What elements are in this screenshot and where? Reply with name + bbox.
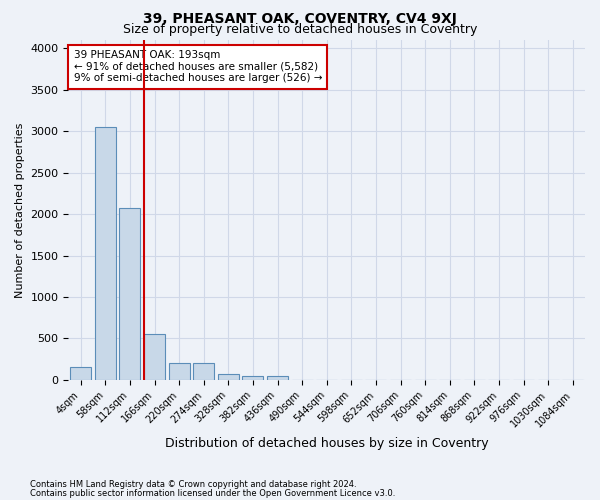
Bar <box>193 364 214 380</box>
Text: 39, PHEASANT OAK, COVENTRY, CV4 9XJ: 39, PHEASANT OAK, COVENTRY, CV4 9XJ <box>143 12 457 26</box>
Text: Size of property relative to detached houses in Coventry: Size of property relative to detached ho… <box>123 22 477 36</box>
Bar <box>267 376 288 380</box>
Text: 39 PHEASANT OAK: 193sqm
← 91% of detached houses are smaller (5,582)
9% of semi-: 39 PHEASANT OAK: 193sqm ← 91% of detache… <box>74 50 322 84</box>
Bar <box>242 376 263 380</box>
Bar <box>95 127 116 380</box>
Text: Contains HM Land Registry data © Crown copyright and database right 2024.: Contains HM Land Registry data © Crown c… <box>30 480 356 489</box>
Bar <box>169 364 190 380</box>
Bar <box>70 368 91 380</box>
Bar <box>119 208 140 380</box>
Bar <box>144 334 165 380</box>
X-axis label: Distribution of detached houses by size in Coventry: Distribution of detached houses by size … <box>165 437 488 450</box>
Text: Contains public sector information licensed under the Open Government Licence v3: Contains public sector information licen… <box>30 488 395 498</box>
Bar <box>218 374 239 380</box>
Y-axis label: Number of detached properties: Number of detached properties <box>15 122 25 298</box>
